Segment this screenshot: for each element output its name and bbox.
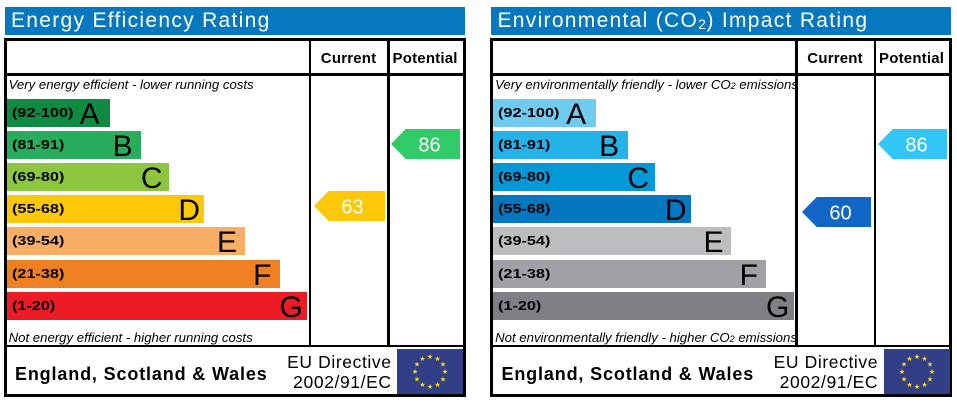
svg-text:60: 60 bbox=[829, 203, 851, 225]
svg-text:63: 63 bbox=[341, 196, 363, 218]
svg-text:86: 86 bbox=[418, 135, 440, 157]
svg-text:86: 86 bbox=[905, 135, 927, 157]
